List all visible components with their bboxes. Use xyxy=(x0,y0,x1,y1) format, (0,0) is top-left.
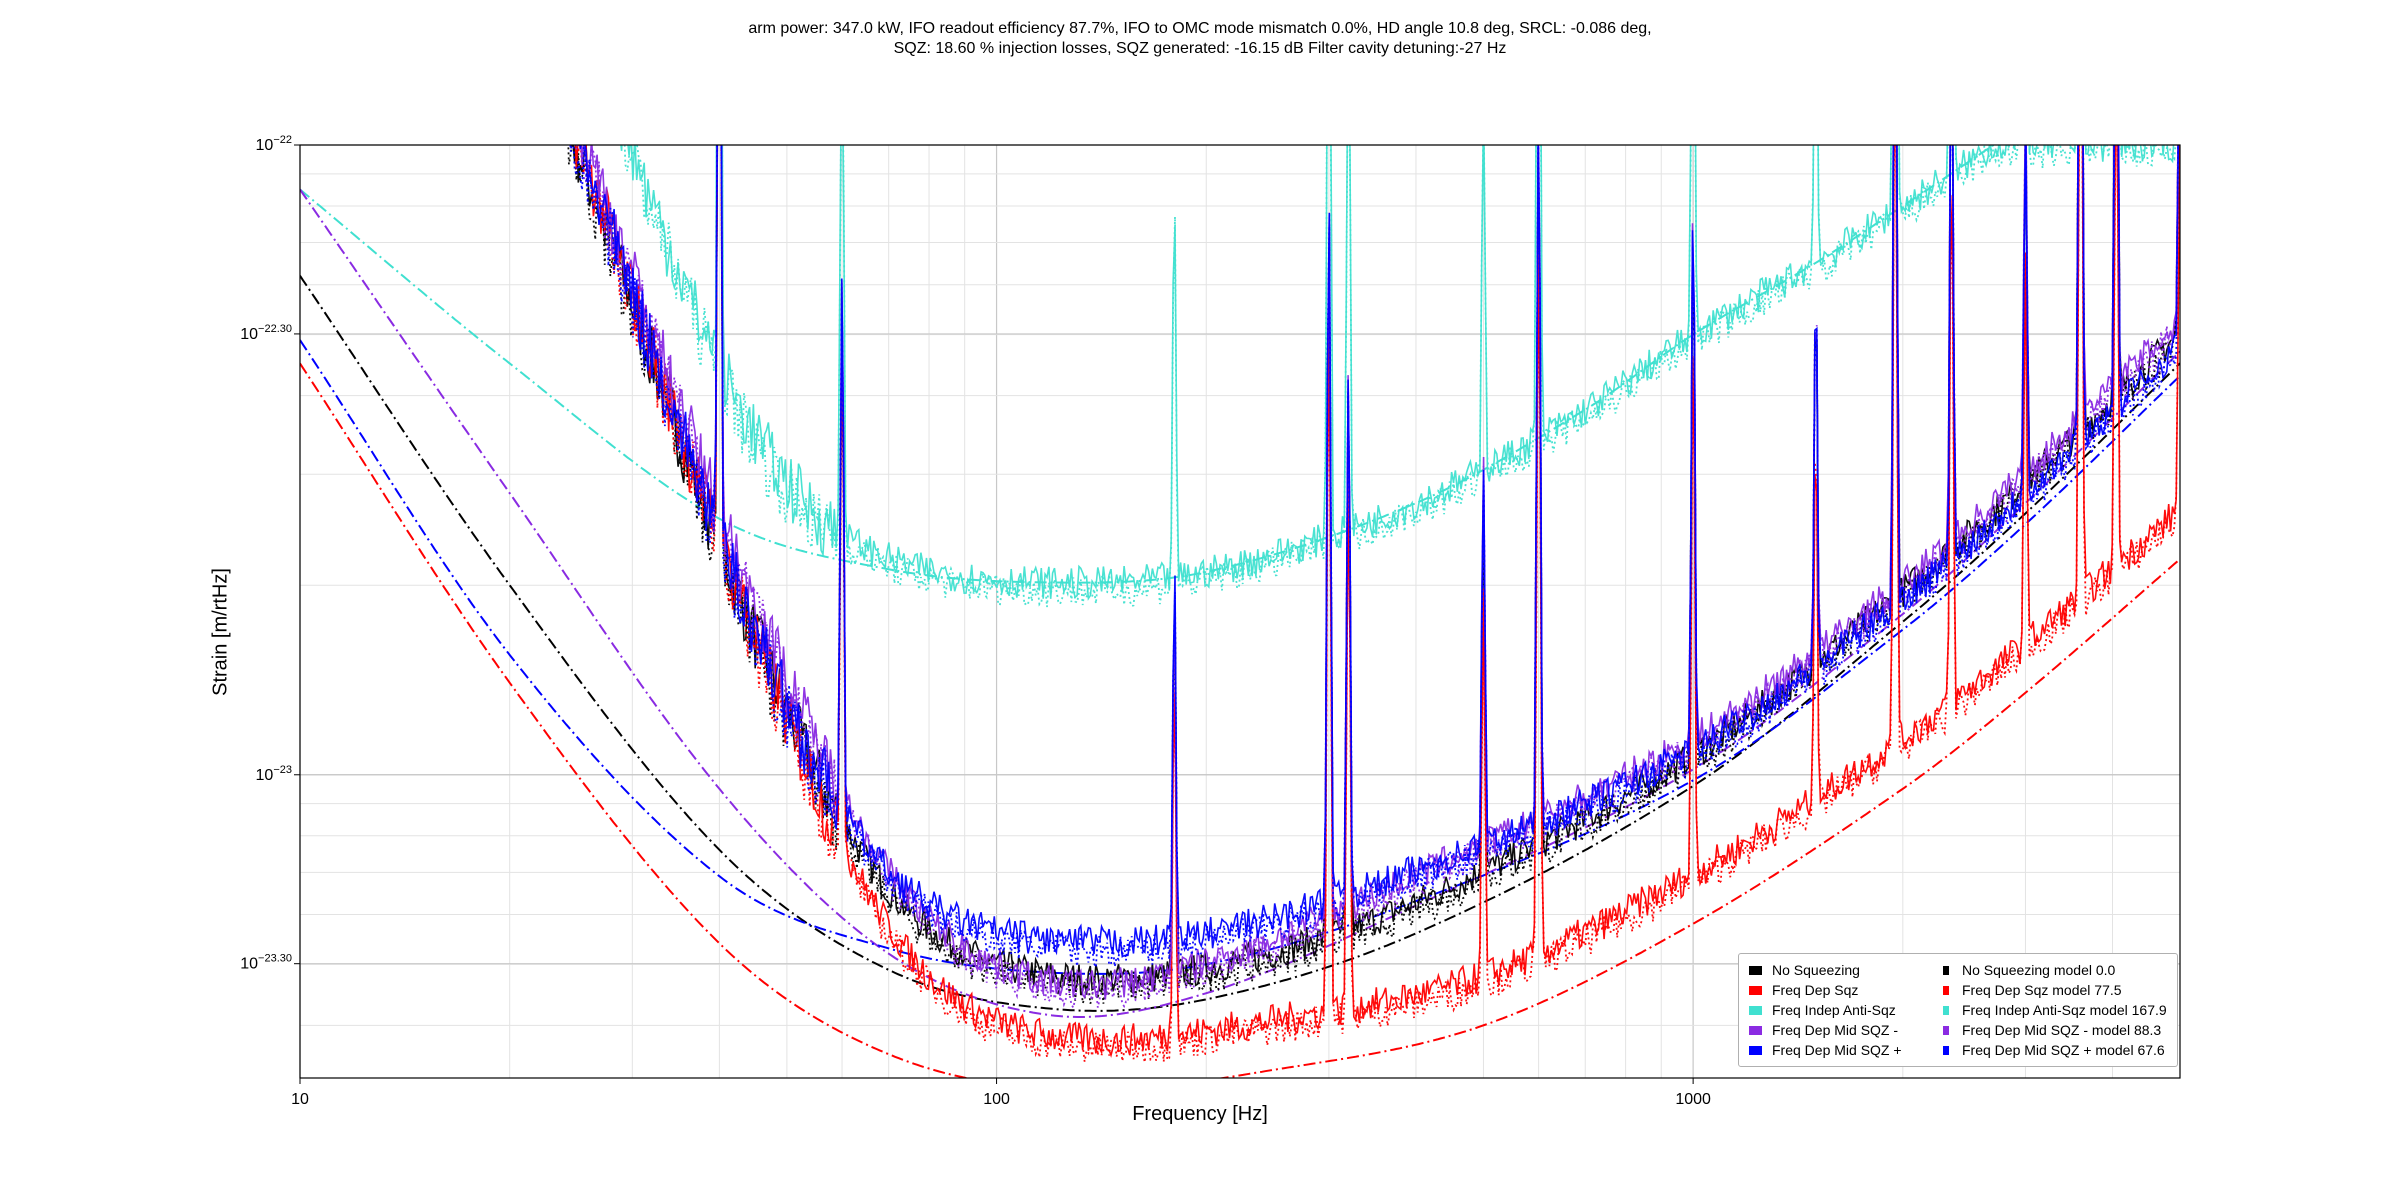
model-curve-4 xyxy=(300,339,2180,975)
legend-measured-column: No Squeezing Freq Dep Sqz Freq Indep Anti-… xyxy=(1749,960,1902,1060)
model-curve-2 xyxy=(300,145,1995,584)
legend-entry-2: Freq Indep Anti-Sqz xyxy=(1749,1000,1902,1020)
legend-label: Freq Indep Anti-Sqz xyxy=(1772,1002,1896,1018)
legend-entry-3: Freq Dep Mid SQZ - xyxy=(1749,1020,1902,1040)
measured-curve-4-solid xyxy=(579,145,2180,958)
y-tick-label: 10−22.30 xyxy=(240,323,292,343)
legend-swatch xyxy=(1943,1005,1949,1015)
model-curves xyxy=(300,145,2180,1078)
legend-swatch xyxy=(1749,1045,1762,1055)
measured-curve-2-solid xyxy=(620,145,2175,601)
legend-swatch xyxy=(1749,1025,1762,1035)
legend-model-entry-1: Freq Dep Sqz model 77.5 xyxy=(1939,980,2167,1000)
legend: No Squeezing Freq Dep Sqz Freq Indep Anti-… xyxy=(1738,953,2178,1067)
model-curve-0 xyxy=(300,275,2180,1012)
chart-title-line-1: arm power: 347.0 kW, IFO readout efficie… xyxy=(748,20,1652,37)
legend-label: Freq Dep Mid SQZ + xyxy=(1772,1042,1902,1058)
axes-frame xyxy=(299,144,2181,1079)
measured-curve-4-dotted xyxy=(569,145,2180,971)
legend-model-entry-3: Freq Dep Mid SQZ - model 88.3 xyxy=(1939,1020,2167,1040)
legend-model-entry-0: No Squeezing model 0.0 xyxy=(1939,960,2167,980)
measured-curves xyxy=(567,145,2180,1063)
measured-curve-2-dotted xyxy=(619,145,2177,609)
chart-title-line-2: SQZ: 18.60 % injection losses, SQZ gener… xyxy=(893,40,1507,57)
measured-curve-1-solid xyxy=(574,145,2180,1058)
x-tick-label: 100 xyxy=(983,1091,1010,1108)
y-axis-label: Strain [m/rtHz] xyxy=(209,568,232,696)
legend-swatch xyxy=(1943,1025,1949,1035)
model-curve-3 xyxy=(300,188,2180,1018)
legend-label: No Squeezing xyxy=(1772,962,1860,978)
legend-swatch xyxy=(1943,965,1949,975)
model-curve-1 xyxy=(300,362,2180,1078)
x-tick-label: 10 xyxy=(291,1091,309,1108)
legend-swatch xyxy=(1943,985,1949,995)
legend-label: Freq Dep Mid SQZ - xyxy=(1772,1022,1899,1038)
legend-entry-1: Freq Dep Sqz xyxy=(1749,980,1902,1000)
legend-swatch xyxy=(1749,985,1762,995)
y-tick-label: 10−23 xyxy=(256,764,292,784)
legend-label: Freq Indep Anti-Sqz model 167.9 xyxy=(1962,1002,2167,1018)
legend-label: Freq Dep Sqz xyxy=(1772,982,1859,998)
legend-label: No Squeezing model 0.0 xyxy=(1962,962,2116,978)
y-tick-label: 10−22 xyxy=(256,134,292,154)
legend-model-entry-2: Freq Indep Anti-Sqz model 167.9 xyxy=(1939,1000,2167,1020)
y-tick-label: 10−23.30 xyxy=(240,953,292,973)
legend-model-entry-4: Freq Dep Mid SQZ + model 67.6 xyxy=(1939,1040,2167,1060)
legend-label: Freq Dep Mid SQZ - model 88.3 xyxy=(1962,1022,2162,1038)
x-axis-label: Frequency [Hz] xyxy=(1132,1103,1268,1125)
legend-entry-0: No Squeezing xyxy=(1749,960,1902,980)
legend-entry-4: Freq Dep Mid SQZ + xyxy=(1749,1040,1902,1060)
x-tick-label: 1000 xyxy=(1675,1091,1711,1108)
legend-swatch xyxy=(1749,1005,1762,1015)
legend-swatch xyxy=(1943,1045,1949,1055)
legend-label: Freq Dep Sqz model 77.5 xyxy=(1962,982,2122,998)
legend-swatch xyxy=(1749,965,1762,975)
legend-label: Freq Dep Mid SQZ + model 67.6 xyxy=(1962,1042,2165,1058)
legend-model-column: No Squeezing model 0.0 Freq Dep Sqz model… xyxy=(1939,960,2167,1060)
